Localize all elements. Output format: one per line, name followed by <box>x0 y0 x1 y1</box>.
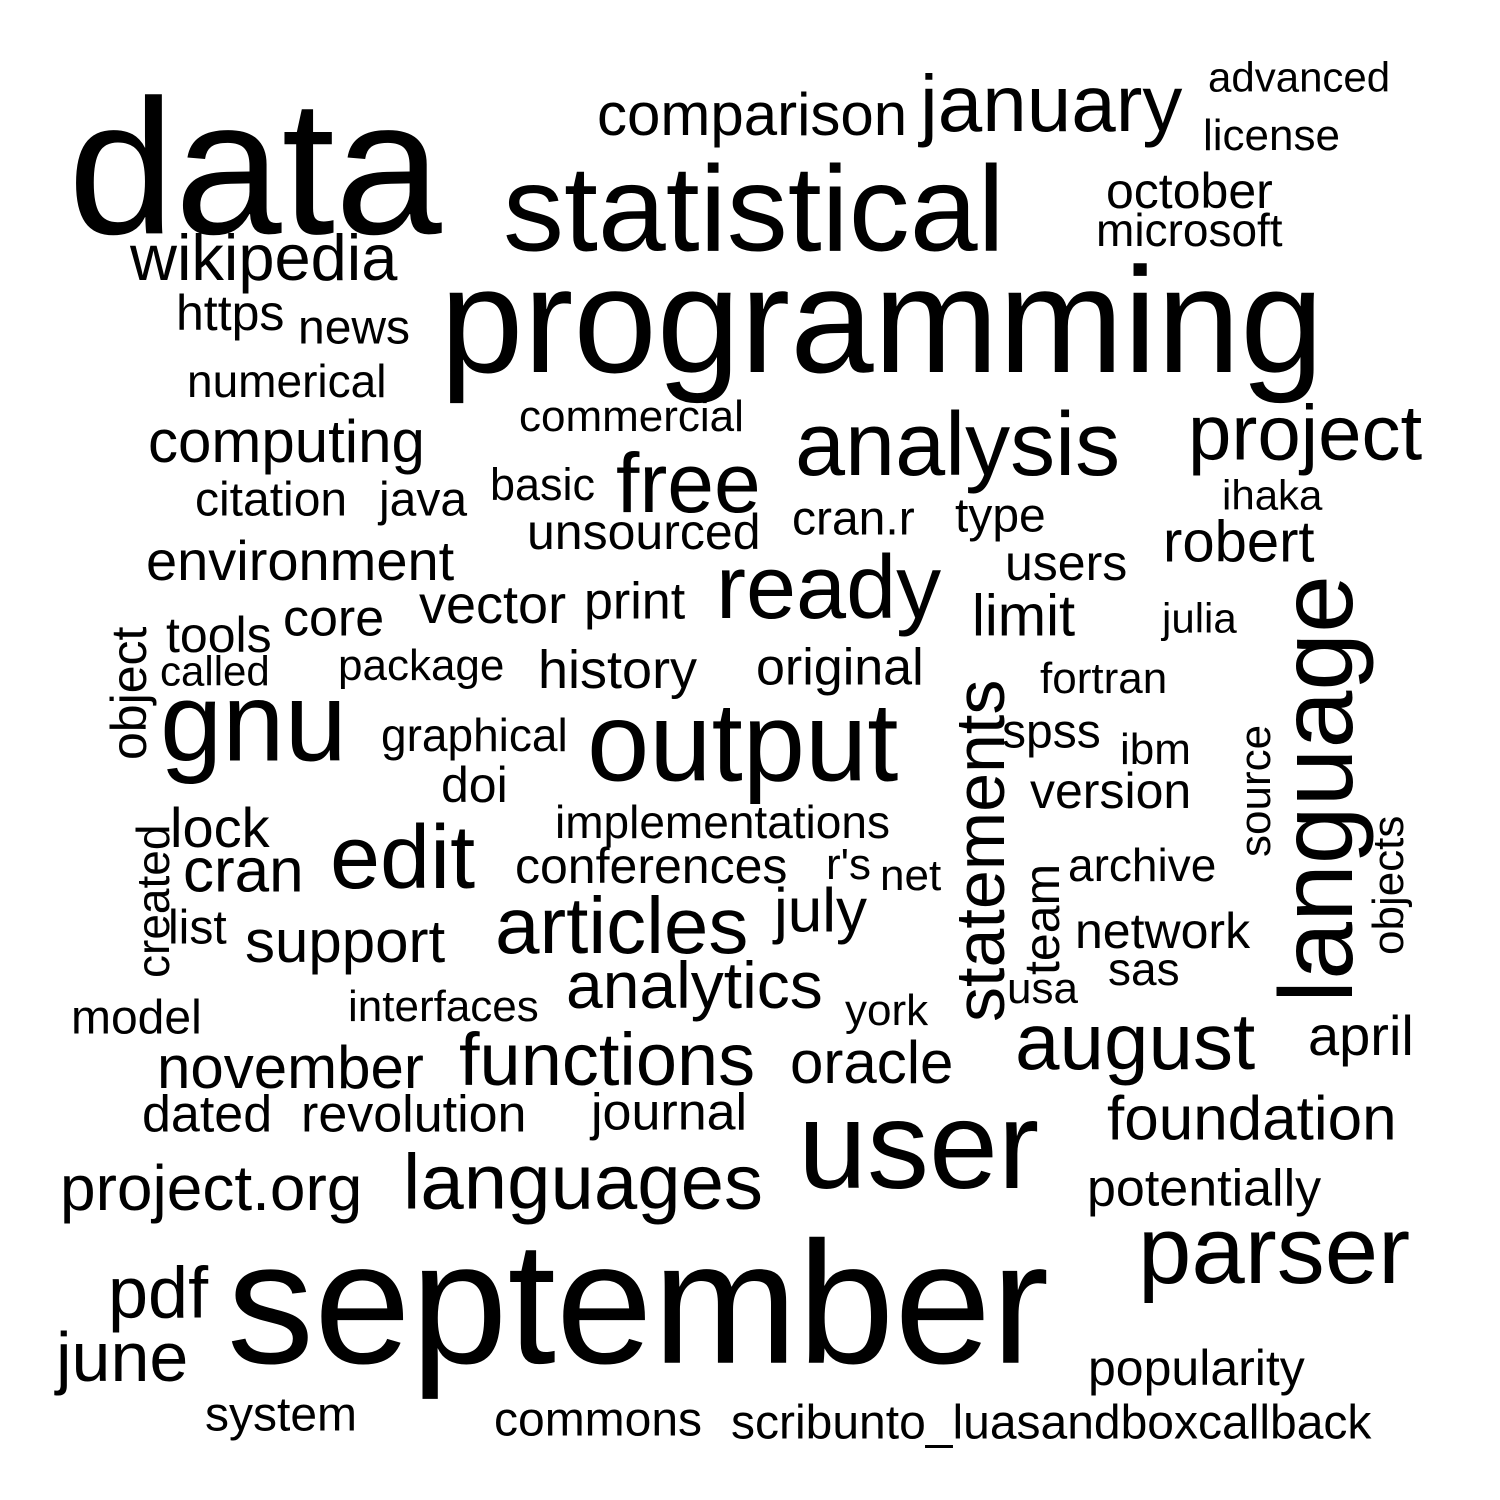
word: model <box>71 991 202 1045</box>
word: languages <box>403 1137 763 1226</box>
word: commercial <box>519 391 744 441</box>
word: august <box>1015 997 1256 1086</box>
word: articles <box>495 881 749 970</box>
word: tools <box>166 607 272 663</box>
word: edit <box>330 808 476 908</box>
word: spss <box>1002 705 1101 759</box>
word: r's <box>826 839 872 889</box>
word: vector <box>419 574 567 635</box>
word: comparison <box>597 81 908 148</box>
word: project.org <box>60 1151 363 1224</box>
word: parser <box>1138 1197 1411 1305</box>
word: scribunto_luasandboxcallback <box>731 1396 1372 1450</box>
word: revolution <box>301 1085 527 1144</box>
word: news <box>298 301 411 355</box>
word: popularity <box>1088 1340 1305 1396</box>
word: java <box>379 473 468 527</box>
word: pdf <box>108 1253 209 1334</box>
word: system <box>205 1388 358 1442</box>
word: cran <box>183 836 304 906</box>
word: output <box>587 679 899 805</box>
word: october <box>1106 163 1273 219</box>
word: version <box>1030 763 1192 819</box>
word: citation <box>195 473 348 527</box>
word: object <box>101 626 157 760</box>
word: april <box>1308 1004 1414 1068</box>
word: graphical <box>381 709 568 762</box>
word: commons <box>494 1393 703 1447</box>
word: interfaces <box>348 981 539 1031</box>
word: archive <box>1068 839 1217 892</box>
word: implementations <box>555 796 890 849</box>
word: ihaka <box>1222 471 1323 519</box>
word: history <box>538 639 698 700</box>
word: wikipedia <box>130 221 398 294</box>
word: microsoft <box>1096 204 1283 257</box>
word: gnu <box>160 659 347 785</box>
word: license <box>1203 110 1340 160</box>
word: usa <box>1007 963 1078 1013</box>
word: print <box>584 572 686 631</box>
word: journal <box>591 1083 748 1142</box>
word: doi <box>441 757 508 813</box>
word: analysis <box>795 395 1121 495</box>
word: june <box>56 1318 189 1396</box>
word: lock <box>170 796 270 860</box>
word: called <box>160 647 270 695</box>
word: analytics <box>566 948 823 1023</box>
word: package <box>338 640 505 690</box>
word: julia <box>1162 594 1237 642</box>
word: objects <box>1364 815 1413 955</box>
word: functions <box>459 1017 756 1101</box>
word: foundation <box>1107 1084 1397 1154</box>
word: limit <box>972 583 1076 649</box>
word: unsourced <box>527 504 761 560</box>
word: numerical <box>187 355 387 408</box>
word: users <box>1005 535 1128 591</box>
word: dated <box>142 1085 273 1144</box>
word: list <box>168 901 227 955</box>
word: january <box>920 59 1183 148</box>
word: project <box>1188 388 1423 477</box>
word: https <box>176 285 285 341</box>
word: conferences <box>515 838 788 894</box>
word: york <box>845 985 929 1035</box>
word: environment <box>146 529 455 593</box>
word: programming <box>440 236 1324 404</box>
word: september <box>227 1204 1050 1400</box>
word: computing <box>148 408 425 475</box>
word: november <box>157 1034 424 1101</box>
word: potentially <box>1087 1159 1322 1218</box>
word: free <box>616 435 761 530</box>
word: statements <box>941 679 1019 1022</box>
word: ready <box>716 538 942 638</box>
word: user <box>798 1076 1040 1215</box>
word: cran.r <box>792 492 915 546</box>
word: robert <box>1163 509 1315 575</box>
word: core <box>283 589 385 648</box>
word: statistical <box>503 140 1005 277</box>
word: source <box>1231 724 1280 857</box>
word: language <box>1259 575 1375 1003</box>
word: advanced <box>1208 53 1391 101</box>
word: network <box>1075 903 1251 959</box>
word: data <box>68 59 442 275</box>
word: team <box>1014 863 1070 975</box>
word: basic <box>490 459 596 510</box>
word: original <box>756 638 924 697</box>
word: july <box>774 876 868 946</box>
word: fortran <box>1040 653 1168 703</box>
word: net <box>880 850 942 900</box>
word: support <box>245 908 446 975</box>
word: ibm <box>1120 724 1191 774</box>
word: sas <box>1108 943 1180 996</box>
word: oracle <box>790 1029 954 1096</box>
word: type <box>955 489 1046 543</box>
